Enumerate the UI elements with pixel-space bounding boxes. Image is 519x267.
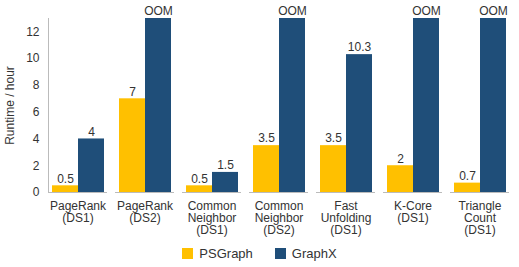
svg-text:3.5: 3.5: [325, 131, 342, 145]
svg-text:Runtime / hour: Runtime / hour: [3, 66, 17, 145]
svg-text:2: 2: [33, 159, 40, 173]
svg-text:K-Core(DS1): K-Core(DS1): [394, 199, 432, 225]
svg-text:6: 6: [33, 105, 40, 119]
svg-text:0.7: 0.7: [459, 169, 476, 183]
svg-text:7: 7: [129, 85, 136, 99]
svg-text:OOM: OOM: [278, 4, 307, 18]
svg-text:4: 4: [33, 132, 40, 146]
svg-text:OOM: OOM: [479, 4, 508, 18]
svg-text:TriangleCount(DS1): TriangleCount(DS1): [459, 199, 502, 237]
html-text:GraphX: GraphX: [291, 245, 337, 261]
svg-text:OOM: OOM: [412, 4, 441, 18]
html-text:PSGraph: PSGraph: [199, 245, 253, 261]
svg-text:CommonNeighbor(DS1): CommonNeighbor(DS1): [188, 199, 237, 237]
svg-text:0.5: 0.5: [57, 172, 74, 186]
svg-text:PageRank(DS2): PageRank(DS2): [117, 199, 174, 225]
svg-text:3.5: 3.5: [258, 131, 275, 145]
svg-text:CommonNeighbor(DS2): CommonNeighbor(DS2): [255, 199, 304, 237]
svg-text:4: 4: [88, 125, 95, 139]
svg-text:8: 8: [33, 78, 40, 92]
svg-text:OOM: OOM: [144, 4, 173, 18]
svg-text:FastUnfolding(DS1): FastUnfolding(DS1): [321, 199, 372, 237]
svg-text:0: 0: [33, 185, 40, 199]
svg-text:1.5: 1.5: [217, 158, 234, 172]
svg-text:10: 10: [26, 51, 40, 65]
svg-text:0.5: 0.5: [191, 172, 208, 186]
svg-text:12: 12: [26, 25, 40, 39]
svg-text:PageRank(DS1): PageRank(DS1): [50, 199, 107, 225]
svg-text:2: 2: [397, 152, 404, 166]
svg-text:10.3: 10.3: [348, 40, 372, 54]
